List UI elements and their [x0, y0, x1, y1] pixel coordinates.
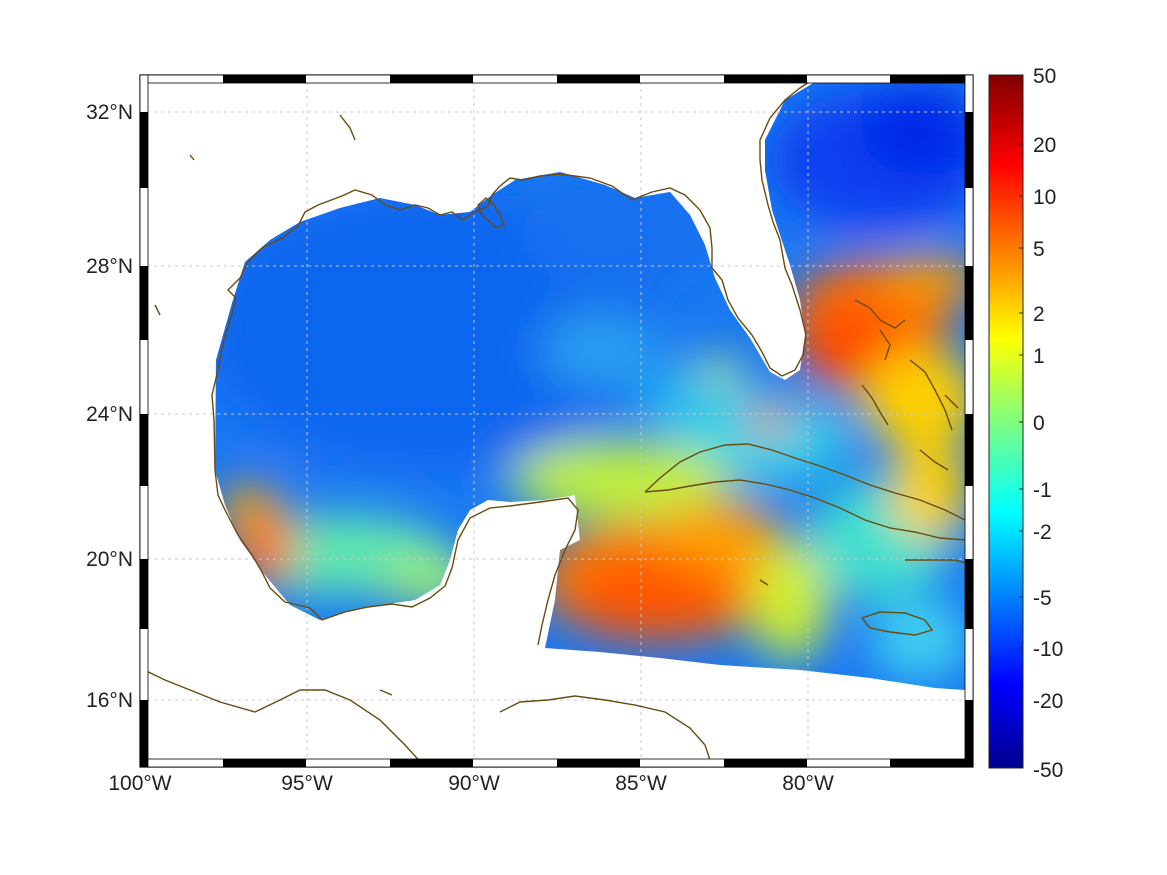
- colorbar: 50 20 10 5 2 1 0 -1 -2 -5 -10 -20 -50: [988, 65, 1063, 782]
- map-frame: [139, 74, 974, 768]
- colorbar-tick-label: -10: [1033, 638, 1063, 661]
- colorbar-tick-label: 5: [1033, 238, 1045, 261]
- data-field: [215, 82, 965, 690]
- lat-tick-label: 28°N: [86, 255, 133, 278]
- lon-tick-label: 90°W: [448, 772, 500, 795]
- colorbar-gradient: [988, 74, 1024, 769]
- colorbar-tick-label: -2: [1033, 521, 1052, 544]
- lat-tick-label: 20°N: [86, 548, 133, 571]
- colorbar-tick-label: -1: [1033, 479, 1052, 502]
- lon-tick-label: 85°W: [615, 772, 667, 795]
- lat-tick-label: 32°N: [86, 101, 133, 124]
- colorbar-tick-label: 0: [1033, 412, 1045, 435]
- lon-tick-label: 80°W: [782, 772, 834, 795]
- colorbar-tick-label: 2: [1033, 303, 1045, 326]
- colorbar-tick-marks: [1019, 143, 1023, 701]
- lat-tick-labels: 32°N 28°N 24°N 20°N 16°N: [86, 101, 133, 712]
- lon-tick-labels: 100°W 95°W 90°W 85°W 80°W: [108, 772, 834, 795]
- lat-tick-label: 24°N: [86, 403, 133, 426]
- colorbar-tick-label: 20: [1033, 134, 1056, 157]
- colorbar-tick-label: -5: [1033, 587, 1052, 610]
- colorbar-tick-label: 10: [1033, 186, 1056, 209]
- gridlines: [140, 75, 973, 767]
- lat-tick-label: 16°N: [86, 689, 133, 712]
- colorbar-tick-label: 50: [1033, 65, 1056, 88]
- colorbar-tick-label: -20: [1033, 690, 1063, 713]
- colorbar-tick-label: -50: [1033, 759, 1063, 782]
- lon-tick-label: 95°W: [281, 772, 333, 795]
- coastlines: [140, 77, 973, 767]
- colorbar-tick-label: 1: [1033, 345, 1045, 368]
- lon-tick-label: 100°W: [108, 772, 171, 795]
